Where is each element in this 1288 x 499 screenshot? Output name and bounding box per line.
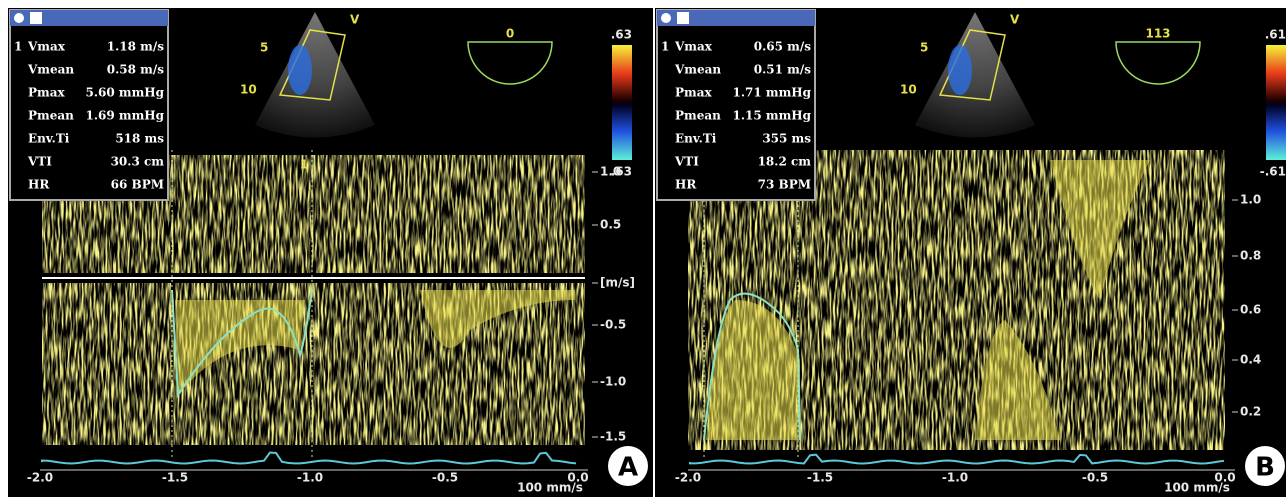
measurement-cell: 0.58 m/s [107,63,164,77]
measurement-cell: 1.18 m/s [107,40,164,54]
velocity-label: 0.8 [1240,249,1261,263]
measurement-cell: Vmean [674,63,721,77]
measurement-cell: 355 ms [762,132,811,146]
velocity-label: 0.5 [600,218,621,232]
measurement-cell: HR [675,178,697,192]
measurement-cell: Pmax [28,86,65,100]
time-label: -0.5 [1082,471,1108,485]
measurement-cell: Env.Ti [675,132,717,146]
velocity-label: 0.2 [1240,405,1261,419]
measurement-cell: 0.51 m/s [754,63,811,77]
sweep-speed: 100 mm/s [517,481,583,495]
panel: V51010.63.631.00.5[m/s]-0.5-1.0-1.5-2.0-… [8,8,653,497]
measurement-cell: HR [28,178,50,192]
color-flow [948,45,972,95]
angle-value: 113 [1145,27,1170,41]
sweep-speed: 100 mm/s [1164,481,1230,495]
velocity-label: 0.6 [1240,303,1261,317]
measurement-cell: 18.2 cm [758,155,812,169]
measurement-cell: VTI [674,155,699,169]
measurement-cell: Pmean [28,109,74,123]
header-icon [30,12,42,24]
velocity-label: [m/s] [600,276,635,290]
panel: V 5 10 113 .61 -.61 1.0 0.8 0.6 0.4 0.2 -2.0 -1.5 -1.… [655,8,1286,497]
header-icon [661,13,671,23]
measurement-cell: Pmean [675,109,721,123]
color-scale-label: .63 [611,28,632,42]
color-flow [288,45,312,95]
color-bar [612,45,632,160]
measurement-cell: 518 ms [115,132,164,146]
echo-figure: V51010.63.631.00.5[m/s]-0.5-1.0-1.5-2.0-… [0,0,1288,499]
measurement-cell: 73 BPM [758,178,811,192]
depth-label: 10 [900,83,917,97]
measurement-cell: 66 BPM [111,178,164,192]
time-label: -2.0 [675,471,701,485]
header-icon [677,12,689,24]
panel-label: B [1255,453,1275,483]
measurement-cell: 1.15 mmHg [732,109,811,123]
header-icon [14,13,24,23]
velocity-label: -1.0 [600,375,626,389]
time-label: -1.0 [297,471,323,485]
color-scale-label: -.61 [1260,165,1286,179]
cursor-label: 1 [300,158,308,172]
velocity-label: -1.5 [600,430,626,444]
velocity-label: -0.5 [600,318,626,332]
measurement-cell: VTI [27,155,52,169]
measurement-cell: 1.69 mmHg [85,109,164,123]
time-label: -2.0 [27,471,53,485]
velocity-label: 1.0 [1240,193,1261,207]
measurement-cell: 1.71 mmHg [732,86,811,100]
measurement-box [657,10,815,200]
measurement-cell: 1 [661,40,669,54]
angle-value: 0 [506,27,514,41]
depth-label: 5 [920,41,928,55]
measurement-cell: Env.Ti [28,132,70,146]
color-bar [1266,45,1286,160]
depth-label: V [1010,13,1020,27]
depth-label: 10 [240,83,257,97]
velocity-label: 0.4 [1240,353,1261,367]
depth-label: 5 [260,41,268,55]
depth-label: V [350,13,360,27]
panel-label: A [618,453,638,483]
color-scale-label: .61 [1265,28,1286,42]
time-label: -1.5 [162,471,188,485]
measurement-cell: 5.60 mmHg [85,86,164,100]
measurement-cell: Pmax [675,86,712,100]
measurement-box [10,10,168,200]
time-label: -1.0 [942,471,968,485]
measurement-cell: Vmax [674,40,713,54]
measurement-cell: Vmean [27,63,74,77]
measurement-cell: 30.3 cm [111,155,165,169]
time-label: -0.5 [432,471,458,485]
measurement-cell: 1 [14,40,22,54]
velocity-label: 1.0 [600,165,621,179]
time-label: -1.5 [807,471,833,485]
measurement-cell: 0.65 m/s [754,40,811,54]
measurement-cell: Vmax [27,40,66,54]
